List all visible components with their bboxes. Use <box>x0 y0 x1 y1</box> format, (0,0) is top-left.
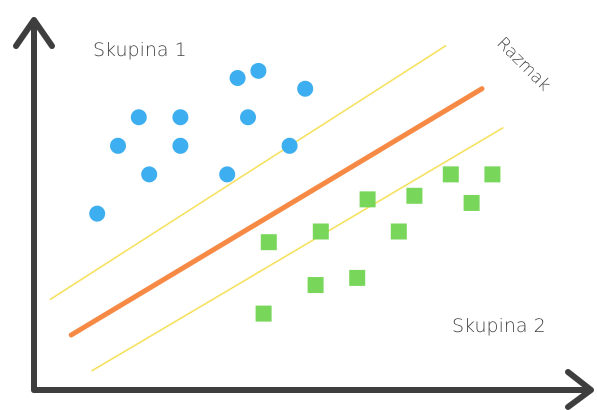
group2-point-2 <box>484 166 501 183</box>
group2-point-8 <box>260 234 277 251</box>
group1-point-9 <box>281 137 298 154</box>
group1-point-6 <box>240 109 256 126</box>
group2-label: Skupina 2 <box>452 315 546 337</box>
group2-point-9 <box>349 269 366 286</box>
group2-point-11 <box>255 305 272 322</box>
series-2 <box>255 166 501 322</box>
margin-line-2 <box>91 127 504 372</box>
group1-label: Skupina 1 <box>93 39 187 61</box>
group1-point-12 <box>89 205 106 222</box>
separator-line <box>68 86 485 338</box>
group2-point-3 <box>359 191 376 208</box>
group2-point-10 <box>307 277 324 294</box>
group2-point-5 <box>463 194 480 211</box>
series-1 <box>89 62 314 222</box>
y-axis-arrowhead <box>13 17 55 49</box>
group1-point-5 <box>172 109 189 126</box>
margin-line-1 <box>49 45 447 301</box>
separator-lines <box>49 45 504 372</box>
group1-point-3 <box>297 80 314 97</box>
group2-point-6 <box>312 223 329 240</box>
group1-point-2 <box>250 62 267 79</box>
group1-point-11 <box>219 166 236 183</box>
x-axis-arrowhead <box>565 369 594 410</box>
group1-point-8 <box>172 137 189 154</box>
group2-point-4 <box>406 187 423 204</box>
group1-point-4 <box>130 109 147 126</box>
group2-point-1 <box>442 166 459 183</box>
group1-point-10 <box>141 166 158 183</box>
margin-label: Razmak <box>492 33 554 95</box>
group2-point-7 <box>390 223 407 240</box>
data-points <box>89 62 501 322</box>
group1-point-7 <box>110 137 126 154</box>
group1-point-1 <box>229 69 246 86</box>
axes <box>13 17 594 410</box>
